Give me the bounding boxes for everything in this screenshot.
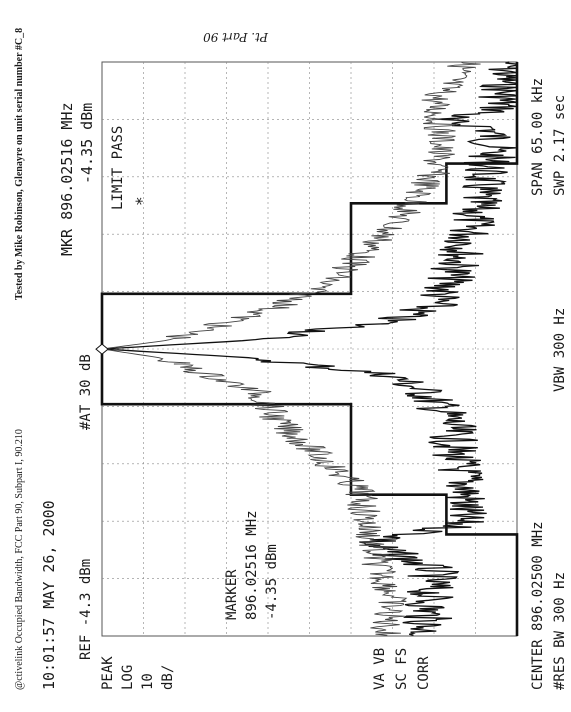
marker-diamond-icon: [95, 343, 109, 355]
trace-2: [103, 61, 481, 636]
traces: [103, 61, 518, 636]
trace-1: [104, 61, 518, 636]
marker: [95, 343, 109, 355]
plot-grid: [101, 61, 518, 637]
